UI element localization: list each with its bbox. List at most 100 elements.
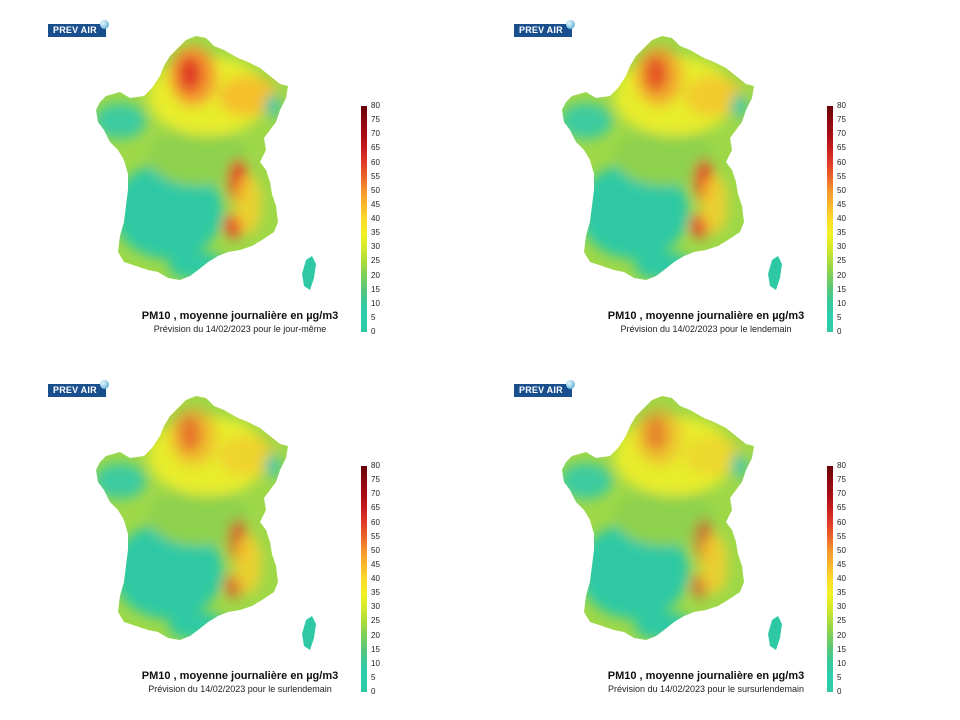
colorbar-tick-label: 15 bbox=[371, 284, 380, 294]
colorbar-tick-label: 55 bbox=[371, 171, 380, 181]
colorbar-tick-label: 0 bbox=[371, 327, 376, 336]
map-title: PM10 , moyenne journalière en µg/m3 bbox=[141, 670, 339, 682]
colorbar-tick-label: 20 bbox=[837, 270, 846, 280]
france-pm10-map bbox=[96, 36, 316, 290]
colorbar-tick-label: 5 bbox=[837, 312, 842, 322]
colorbar-tick-label: 35 bbox=[371, 588, 380, 598]
france-pm10-map bbox=[562, 396, 782, 650]
colorbar-tick-label: 30 bbox=[371, 602, 380, 612]
colorbar-tick-label: 40 bbox=[371, 214, 380, 223]
colorbar-tick-label: 10 bbox=[371, 298, 380, 308]
colorbar-tick-label: 55 bbox=[837, 531, 846, 541]
colorbar-ticks: 0 5 10 15 20 25 30 35 40 45 50 55 60 65 70 75 80 bbox=[371, 462, 391, 696]
colorbar-tick-label: 5 bbox=[371, 312, 376, 322]
colorbar-tick-label: 50 bbox=[371, 185, 380, 195]
colorbar-tick-label: 75 bbox=[837, 115, 846, 125]
colorbar bbox=[361, 466, 367, 692]
colorbar-tick-label: 25 bbox=[371, 256, 380, 266]
colorbar-tick-label: 0 bbox=[837, 327, 842, 336]
forecast-panel-day2: PREV AIR 0 5 10 15 20 25 30 35 40 45 50 55 60 65 70 75 8… bbox=[0, 360, 480, 720]
colorbar-tick-label: 60 bbox=[837, 157, 846, 167]
colorbar-tick-label: 35 bbox=[837, 588, 846, 598]
colorbar-tick-label: 20 bbox=[371, 270, 380, 280]
map-title: PM10 , moyenne journalière en µg/m3 bbox=[141, 310, 339, 322]
colorbar-tick-label: 5 bbox=[837, 672, 842, 682]
forecast-panel-day0: PREV AIR 0 5 10 15 20 25 30 35 40 45 50 55 60 65 70 75 8… bbox=[0, 0, 480, 360]
colorbar-tick-label: 70 bbox=[837, 489, 846, 499]
colorbar bbox=[827, 466, 833, 692]
map-subtitle: Prévision du 14/02/2023 pour le surlende… bbox=[148, 684, 332, 694]
colorbar-ticks: 0 5 10 15 20 25 30 35 40 45 50 55 60 65 70 75 80 bbox=[837, 462, 857, 696]
colorbar-tick-label: 65 bbox=[371, 143, 380, 153]
colorbar-tick-label: 40 bbox=[371, 574, 380, 583]
colorbar-tick-label: 40 bbox=[837, 574, 846, 583]
corsica bbox=[768, 616, 782, 650]
colorbar-tick-label: 80 bbox=[371, 101, 380, 110]
colorbar-tick-label: 75 bbox=[371, 475, 380, 485]
france-pm10-map bbox=[96, 396, 316, 650]
logo-globe-icon bbox=[566, 380, 575, 389]
logo-text: PREV AIR bbox=[53, 385, 97, 395]
map-subtitle: Prévision du 14/02/2023 pour le sursurle… bbox=[607, 684, 805, 694]
prevair-logo: PREV AIR bbox=[48, 380, 109, 397]
colorbar-tick-label: 45 bbox=[371, 199, 380, 209]
colorbar-tick-label: 0 bbox=[837, 687, 842, 696]
colorbar-tick-label: 15 bbox=[837, 284, 846, 294]
colorbar-tick-label: 15 bbox=[371, 644, 380, 654]
colorbar-ticks: 0 5 10 15 20 25 30 35 40 45 50 55 60 65 70 75 80 bbox=[371, 102, 391, 336]
colorbar-tick-label: 20 bbox=[837, 630, 846, 640]
colorbar-tick-label: 15 bbox=[837, 644, 846, 654]
colorbar-tick-label: 65 bbox=[837, 143, 846, 153]
logo-text: PREV AIR bbox=[53, 25, 97, 35]
colorbar-tick-label: 25 bbox=[837, 256, 846, 266]
colorbar-tick-label: 45 bbox=[837, 199, 846, 209]
colorbar-tick-label: 45 bbox=[371, 559, 380, 569]
colorbar-tick-label: 5 bbox=[371, 672, 376, 682]
colorbar-tick-label: 10 bbox=[837, 658, 846, 668]
colorbar-tick-label: 30 bbox=[837, 602, 846, 612]
colorbar-tick-label: 40 bbox=[837, 214, 846, 223]
colorbar-tick-label: 50 bbox=[837, 185, 846, 195]
colorbar-tick-label: 50 bbox=[371, 545, 380, 555]
colorbar-tick-label: 80 bbox=[837, 101, 846, 110]
colorbar-tick-label: 80 bbox=[837, 461, 846, 470]
colorbar-tick-label: 50 bbox=[837, 545, 846, 555]
map-title: PM10 , moyenne journalière en µg/m3 bbox=[607, 670, 805, 682]
colorbar-tick-label: 25 bbox=[371, 616, 380, 626]
colorbar-tick-label: 35 bbox=[371, 228, 380, 238]
colorbar-tick-label: 70 bbox=[837, 129, 846, 139]
colorbar-tick-label: 70 bbox=[371, 489, 380, 499]
colorbar-tick-label: 60 bbox=[371, 157, 380, 167]
colorbar-ticks: 0 5 10 15 20 25 30 35 40 45 50 55 60 65 70 75 80 bbox=[837, 102, 857, 336]
map-title: PM10 , moyenne journalière en µg/m3 bbox=[607, 310, 805, 322]
colorbar-tick-label: 75 bbox=[371, 115, 380, 125]
logo-globe-icon bbox=[566, 20, 575, 29]
forecast-panel-day1: PREV AIR 0 5 10 15 20 25 30 35 40 45 50 55 60 65 70 75 8… bbox=[466, 0, 946, 360]
forecast-panel-day3: PREV AIR 0 5 10 15 20 25 30 35 40 45 50 55 60 65 70 75 8… bbox=[466, 360, 946, 720]
colorbar-tick-label: 70 bbox=[371, 129, 380, 139]
colorbar bbox=[827, 106, 833, 332]
colorbar-tick-label: 60 bbox=[371, 517, 380, 527]
logo-text: PREV AIR bbox=[519, 25, 563, 35]
corsica bbox=[302, 616, 316, 650]
prevair-logo: PREV AIR bbox=[514, 20, 575, 37]
colorbar-tick-label: 10 bbox=[837, 298, 846, 308]
colorbar-tick-label: 45 bbox=[837, 559, 846, 569]
colorbar-tick-label: 65 bbox=[837, 503, 846, 513]
colorbar-tick-label: 55 bbox=[371, 531, 380, 541]
colorbar-tick-label: 60 bbox=[837, 517, 846, 527]
colorbar-tick-label: 10 bbox=[371, 658, 380, 668]
colorbar-tick-label: 75 bbox=[837, 475, 846, 485]
corsica bbox=[302, 256, 316, 290]
prevair-logo: PREV AIR bbox=[514, 380, 575, 397]
france-pm10-map bbox=[562, 36, 782, 290]
colorbar-tick-label: 80 bbox=[371, 461, 380, 470]
corsica bbox=[768, 256, 782, 290]
prevair-logo: PREV AIR bbox=[48, 20, 109, 37]
map-subtitle: Prévision du 14/02/2023 pour le lendemai… bbox=[620, 324, 792, 334]
logo-globe-icon bbox=[100, 380, 109, 389]
colorbar-tick-label: 20 bbox=[371, 630, 380, 640]
colorbar-tick-label: 0 bbox=[371, 687, 376, 696]
colorbar-tick-label: 55 bbox=[837, 171, 846, 181]
logo-globe-icon bbox=[100, 20, 109, 29]
